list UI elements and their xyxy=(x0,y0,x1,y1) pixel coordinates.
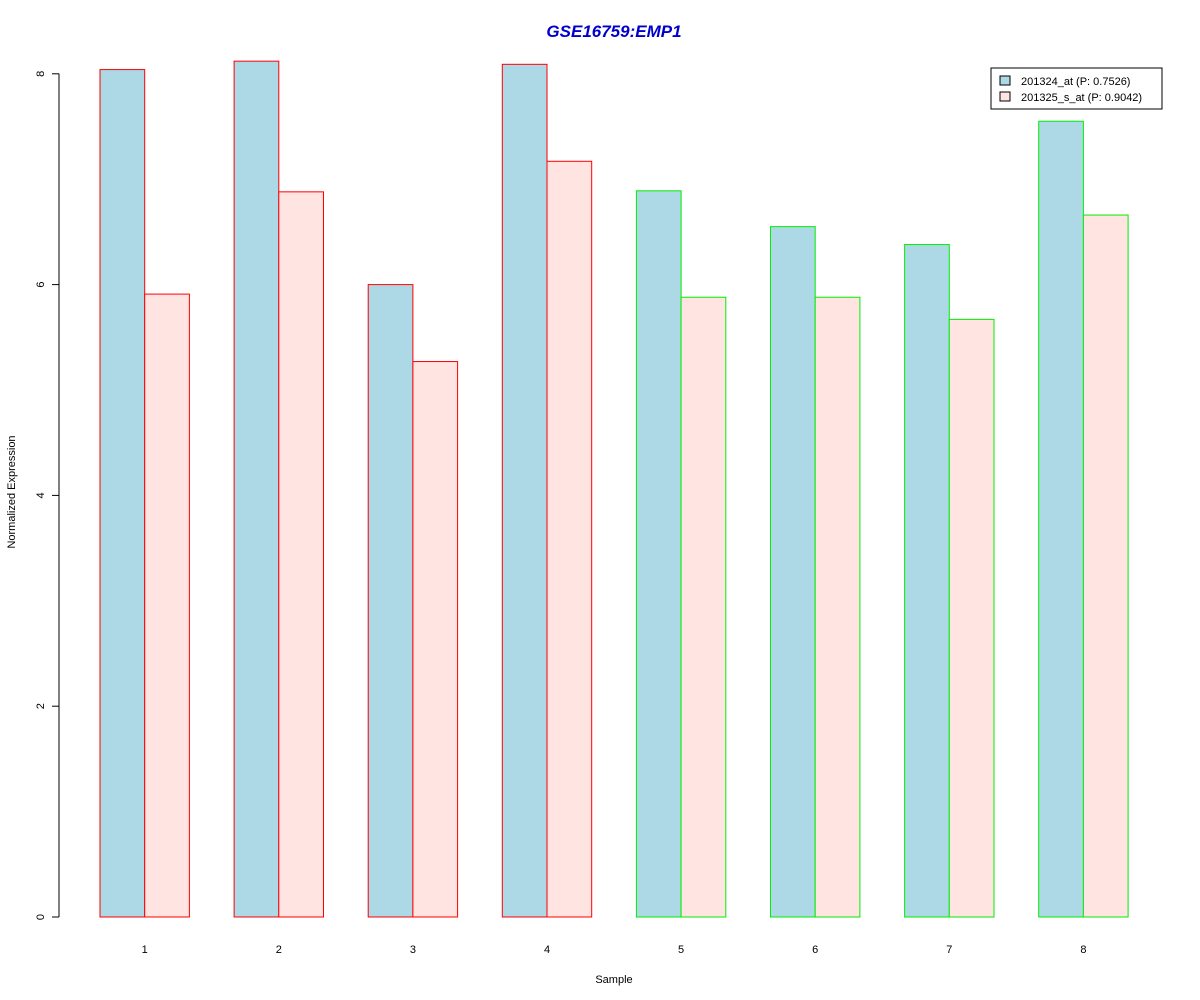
legend: 201324_at (P: 0.7526) 201325_s_at (P: 0.… xyxy=(990,67,1163,110)
y-axis-tick-label: 6 xyxy=(35,282,47,288)
x-axis-tick-label: 1 xyxy=(142,944,148,956)
x-axis-tick-label: 7 xyxy=(946,944,952,956)
bar-sample-8-series-2 xyxy=(1082,214,1129,918)
legend-swatch-201325 xyxy=(999,91,1011,102)
bar-sample-3-series-1 xyxy=(367,284,414,918)
bar-sample-1-series-1 xyxy=(99,69,146,918)
legend-label-201325: 201325_s_at (P: 0.9042) xyxy=(1021,92,1142,104)
x-axis-tick-label: 3 xyxy=(410,944,416,956)
y-axis-label: Normalized Expression xyxy=(6,435,18,548)
x-axis-tick-label: 8 xyxy=(1080,944,1086,956)
x-axis-tick-label: 5 xyxy=(678,944,684,956)
bar-sample-2-series-2 xyxy=(278,191,324,918)
bar-sample-7-series-2 xyxy=(948,318,995,918)
bar-sample-4-series-1 xyxy=(501,63,548,918)
bar-sample-5-series-2 xyxy=(680,296,727,918)
bar-sample-3-series-2 xyxy=(412,361,459,918)
y-axis-tick-label: 4 xyxy=(35,492,47,498)
x-axis-tick-labels: 1 2 3 4 5 6 7 8 xyxy=(142,944,1087,956)
y-axis-tick-label: 2 xyxy=(35,703,47,709)
x-axis-tick-label: 6 xyxy=(812,944,818,956)
bar-sample-8-series-1 xyxy=(1038,120,1084,918)
bar-sample-1-series-2 xyxy=(144,293,190,918)
y-axis-tick-label: 8 xyxy=(35,71,47,77)
bars-group xyxy=(99,60,1129,918)
x-axis-label: Sample xyxy=(595,974,632,986)
bar-sample-4-series-2 xyxy=(546,160,593,918)
bar-sample-6-series-1 xyxy=(770,226,816,918)
x-axis-tick-label: 2 xyxy=(276,944,282,956)
bar-sample-5-series-1 xyxy=(635,190,682,918)
legend-box xyxy=(990,67,1163,110)
chart-title: GSE16759:EMP1 xyxy=(546,22,681,41)
legend-label-201324: 201324_at (P: 0.7526) xyxy=(1021,76,1130,88)
x-axis-tick-label: 4 xyxy=(544,944,550,956)
y-axis: 0 2 4 6 8 xyxy=(35,71,60,920)
bar-sample-6-series-2 xyxy=(814,296,861,918)
bar-sample-2-series-1 xyxy=(233,60,280,918)
bar-sample-7-series-1 xyxy=(904,244,950,918)
legend-swatch-201324 xyxy=(999,75,1011,86)
y-axis-tick-label: 0 xyxy=(35,914,47,920)
